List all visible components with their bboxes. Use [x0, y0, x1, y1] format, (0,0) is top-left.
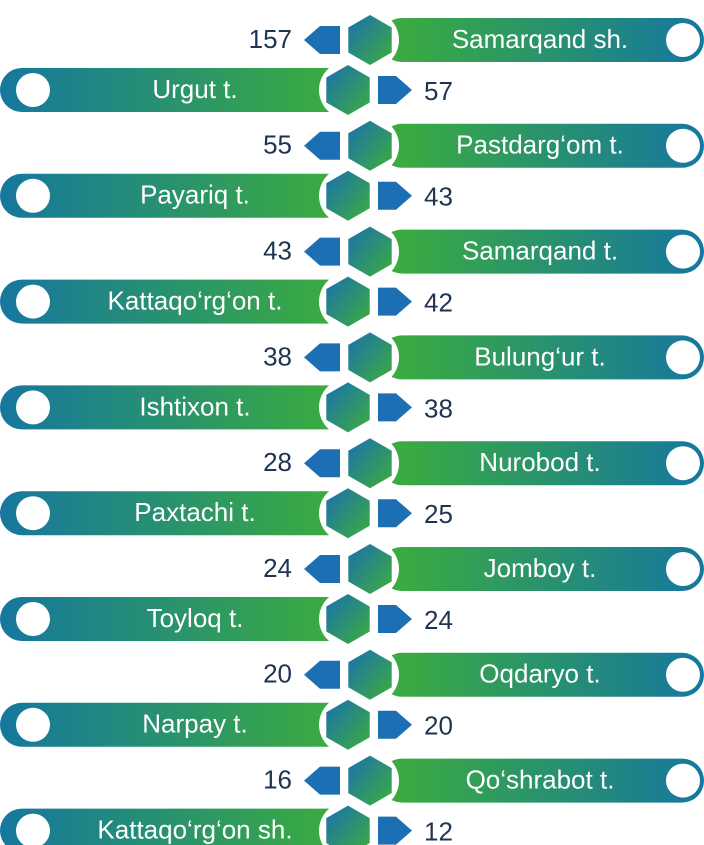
bar-dot: [666, 234, 700, 269]
item-value: 55: [263, 130, 292, 160]
item-name: Oqdaryo t.: [479, 659, 600, 689]
label-bar: [0, 597, 350, 641]
arrow: [378, 76, 412, 104]
arrow: [378, 181, 412, 210]
bar-dot: [16, 496, 50, 531]
item-value: 16: [263, 764, 292, 794]
arrow: [378, 393, 412, 422]
bar-dot: [16, 813, 50, 845]
hexagon: [348, 15, 392, 65]
hexagon: [326, 594, 370, 644]
hexagon: [348, 438, 392, 489]
item-name: Ishtixon t.: [139, 391, 250, 421]
label-bar: [0, 702, 350, 747]
hexagon: [326, 488, 370, 539]
bar-dot: [666, 340, 700, 375]
hexagon: [348, 226, 392, 277]
hexagon: [348, 332, 392, 383]
label-bar: [0, 808, 350, 845]
label-bar: [0, 279, 350, 324]
item-name: Toyloq t.: [147, 603, 244, 633]
item-name: Jomboy t.: [484, 553, 597, 583]
item-name: Payariq t.: [140, 180, 250, 210]
item-value: 28: [263, 447, 292, 477]
item-value: 38: [424, 393, 453, 423]
item-value: 43: [424, 182, 453, 212]
item-name: Kattaqo‘rg‘on sh.: [97, 814, 292, 844]
hexagon: [348, 120, 392, 171]
bar-dot: [666, 657, 700, 692]
item-name: Urgut t.: [152, 74, 237, 104]
arrow: [378, 816, 412, 845]
bar-dot: [666, 552, 700, 586]
label-bar: [0, 385, 350, 430]
item-name: Samarqand sh.: [452, 24, 628, 54]
bar-dot: [16, 390, 50, 425]
arrow: [304, 26, 340, 54]
item-name: Pastdarg‘om t.: [456, 130, 624, 160]
label-bar: [380, 18, 704, 62]
arrow: [304, 660, 340, 689]
arrow: [304, 237, 340, 266]
label-bar: [380, 652, 704, 697]
arrow: [378, 710, 412, 739]
bar-dot: [16, 707, 50, 742]
bar-dot: [666, 128, 700, 163]
item-value: 12: [424, 816, 453, 845]
bar-dot: [666, 763, 700, 798]
item-value: 24: [263, 553, 292, 583]
hexagon: [326, 276, 370, 327]
label-bar: [380, 758, 704, 803]
label-bar: [380, 123, 704, 168]
item-value: 25: [424, 499, 453, 529]
bar-dot: [666, 23, 700, 57]
hexagon: [326, 65, 370, 115]
bar-dot: [16, 602, 50, 636]
item-value: 20: [424, 711, 453, 741]
arrow: [378, 287, 412, 316]
item-name: Bulung‘ur t.: [474, 341, 606, 371]
hexagon: [348, 649, 392, 700]
label-bar: [380, 547, 704, 591]
label-bar: [0, 173, 350, 218]
label-bar: [380, 229, 704, 274]
arrow: [378, 605, 412, 633]
item-value: 157: [249, 24, 292, 54]
item-value: 20: [263, 659, 292, 689]
label-bar: [0, 491, 350, 536]
arrow: [304, 766, 340, 795]
bar-dot: [16, 73, 50, 107]
hexagon: [326, 170, 370, 221]
item-name: Nurobod t.: [479, 447, 600, 477]
arrow: [378, 499, 412, 528]
item-name: Qo‘shrabot t.: [466, 764, 615, 794]
hexagon: [326, 805, 370, 845]
hexagon: [326, 699, 370, 750]
bar-dot: [16, 284, 50, 319]
bar-dot: [666, 446, 700, 481]
hexagon: [348, 544, 392, 594]
hexagon: [348, 755, 392, 806]
item-value: 42: [424, 287, 453, 317]
arrow: [304, 449, 340, 478]
arrow: [304, 131, 340, 160]
label-bar: [380, 441, 704, 486]
item-value: 38: [263, 341, 292, 371]
item-name: Samarqand t.: [462, 235, 618, 265]
item-value: 43: [263, 235, 292, 265]
item-name: Narpay t.: [142, 709, 248, 739]
item-value: 24: [424, 605, 453, 635]
arrow: [304, 555, 340, 583]
label-bar: [380, 335, 704, 380]
item-name: Paxtachi t.: [134, 497, 255, 527]
hexagon: [326, 382, 370, 433]
bar-dot: [16, 178, 50, 213]
arrow: [304, 343, 340, 372]
label-bar: [0, 68, 350, 112]
item-value: 57: [424, 76, 453, 106]
item-name: Kattaqo‘rg‘on t.: [108, 285, 283, 315]
